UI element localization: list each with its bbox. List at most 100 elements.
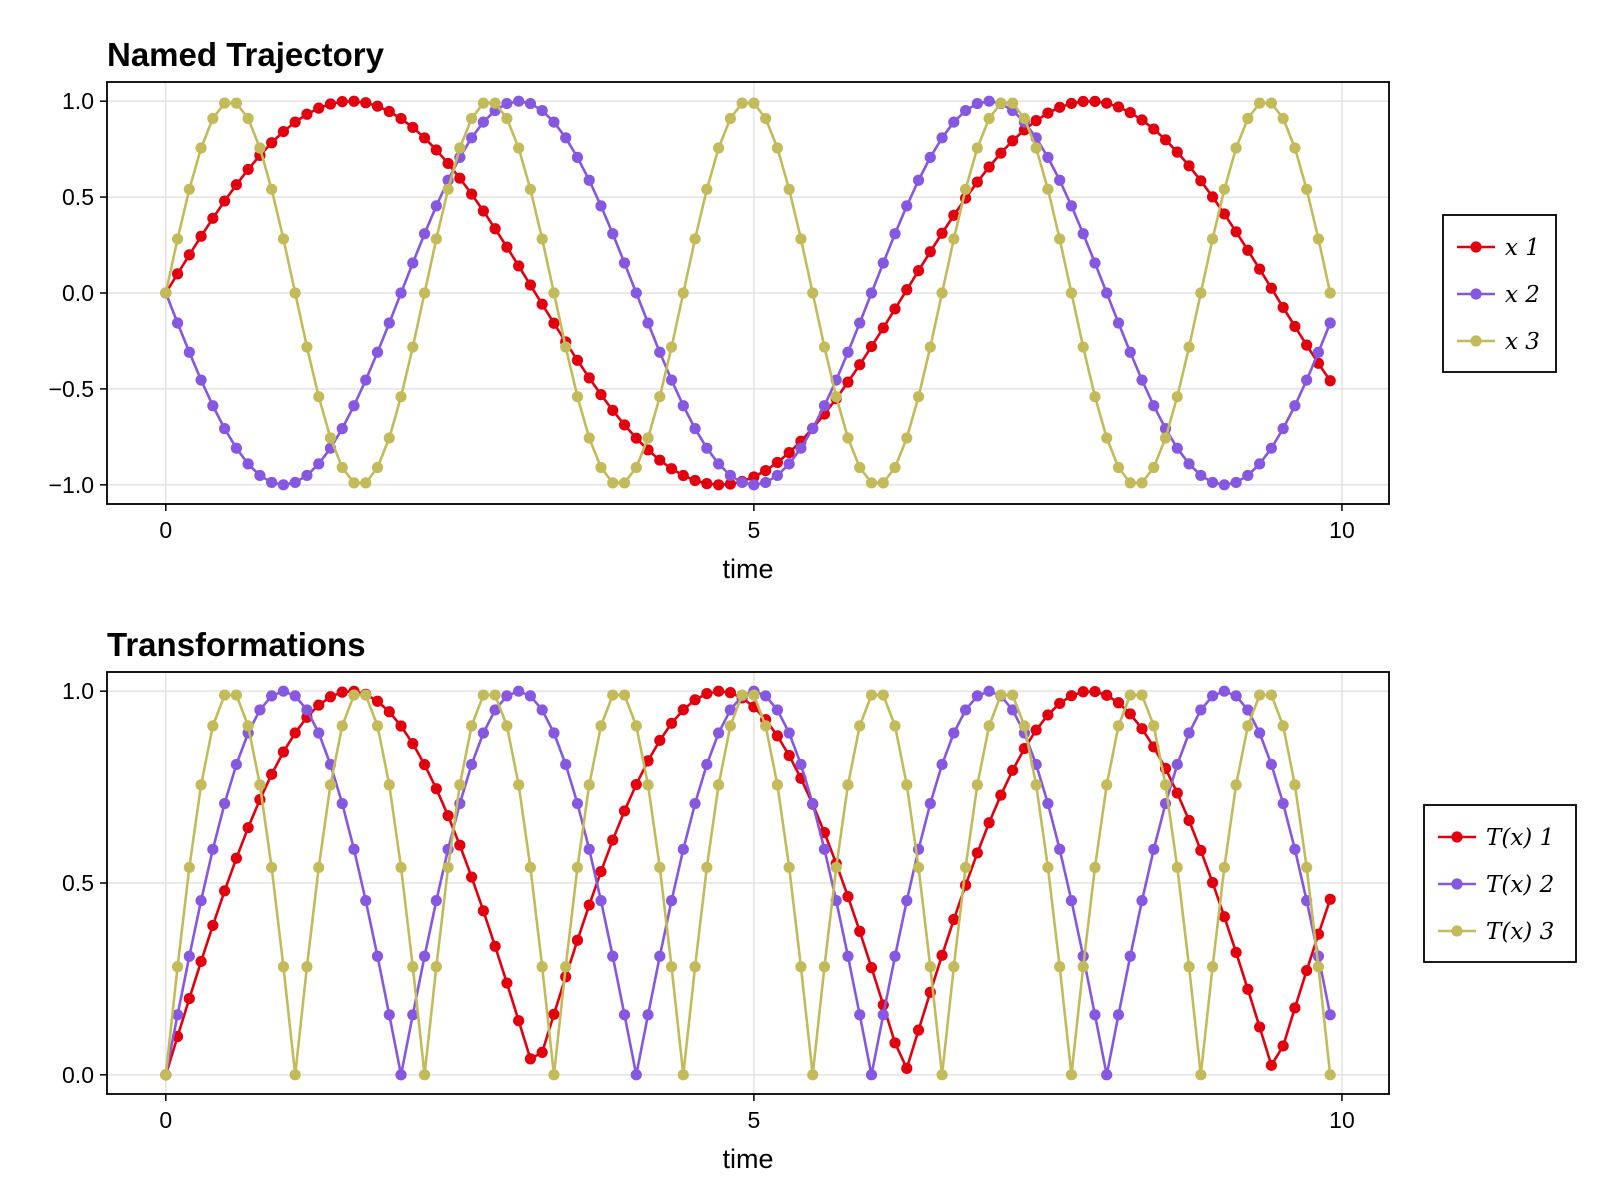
data-point — [1312, 233, 1325, 245]
data-point — [548, 116, 560, 128]
series-t-x-1 — [160, 685, 1336, 1081]
data-point — [1206, 191, 1219, 203]
data-point — [842, 432, 854, 444]
data-point — [501, 241, 513, 253]
data-point — [524, 690, 537, 702]
data-point — [360, 895, 372, 907]
data-point — [1124, 477, 1136, 489]
data-point — [1254, 458, 1266, 470]
data-point — [807, 797, 819, 810]
data-point — [489, 689, 501, 701]
data-point — [466, 188, 478, 200]
data-point — [865, 287, 878, 299]
data-point — [1077, 95, 1089, 108]
data-point — [1065, 287, 1078, 299]
data-point — [842, 779, 854, 791]
data-point — [607, 950, 619, 962]
legend-label: T(x) 3 — [1486, 919, 1554, 945]
data-point — [501, 97, 513, 110]
series-line — [164, 689, 1332, 1077]
data-point — [983, 95, 995, 107]
data-point — [713, 142, 725, 154]
data-point — [783, 861, 795, 874]
data-point — [901, 779, 913, 791]
data-point — [219, 97, 231, 109]
data-point — [1171, 391, 1183, 403]
data-point — [513, 260, 525, 272]
data-point — [571, 354, 584, 366]
data-point — [454, 779, 466, 791]
data-point — [313, 699, 325, 711]
data-point — [865, 689, 878, 701]
data-point — [1230, 779, 1242, 791]
data-point — [1289, 779, 1301, 791]
data-point — [595, 865, 607, 878]
data-point — [595, 720, 607, 732]
data-point — [830, 861, 842, 874]
data-point — [959, 879, 972, 891]
data-point — [771, 704, 784, 716]
data-point — [948, 727, 960, 739]
data-point — [595, 389, 607, 401]
data-point — [571, 151, 584, 163]
data-point — [536, 298, 548, 310]
data-point — [266, 861, 278, 874]
data-point — [313, 727, 325, 739]
data-point — [407, 121, 419, 134]
data-point — [1089, 95, 1101, 107]
data-point — [160, 287, 172, 299]
data-point — [160, 1069, 172, 1081]
data-point — [207, 919, 219, 932]
data-point — [242, 458, 254, 470]
data-point — [548, 1008, 560, 1020]
data-point — [1206, 690, 1219, 702]
legend-marker — [1451, 925, 1463, 937]
data-point — [1206, 476, 1219, 489]
data-point — [395, 112, 407, 125]
data-point — [924, 961, 936, 973]
data-point — [430, 961, 442, 973]
data-point — [395, 287, 407, 299]
data-point — [371, 720, 384, 732]
legend-item: T(x) 2 — [1438, 872, 1554, 898]
data-point — [1007, 135, 1019, 147]
data-point — [477, 689, 489, 701]
data-point — [536, 233, 548, 245]
data-point — [266, 768, 278, 780]
data-point — [1089, 257, 1101, 269]
data-point — [254, 779, 266, 791]
data-point — [618, 1009, 631, 1021]
data-point — [1112, 1009, 1125, 1021]
data-point — [195, 895, 207, 907]
data-point — [1112, 101, 1125, 113]
data-point — [336, 96, 348, 108]
data-point — [1030, 779, 1042, 791]
data-point — [1089, 391, 1101, 403]
data-point — [466, 720, 478, 732]
data-point — [536, 1046, 548, 1059]
data-point — [854, 720, 866, 732]
data-point — [795, 758, 807, 771]
data-point — [466, 132, 478, 144]
data-point — [230, 442, 242, 454]
data-point — [242, 822, 254, 834]
data-point — [1077, 961, 1089, 973]
data-point — [289, 476, 301, 489]
data-point — [783, 183, 795, 195]
legend-label: x 3 — [1505, 329, 1540, 355]
data-point — [724, 469, 736, 482]
data-point — [266, 690, 278, 702]
data-point — [1301, 964, 1313, 977]
data-point — [1077, 686, 1089, 698]
data-point — [971, 779, 983, 791]
data-point — [901, 284, 913, 296]
data-point — [1136, 689, 1148, 701]
data-point — [1136, 477, 1148, 489]
data-point — [489, 940, 501, 952]
data-point — [242, 112, 254, 125]
data-point — [207, 400, 219, 412]
data-point — [383, 432, 395, 444]
data-point — [583, 174, 595, 186]
data-point — [371, 461, 384, 474]
data-point — [442, 861, 454, 874]
